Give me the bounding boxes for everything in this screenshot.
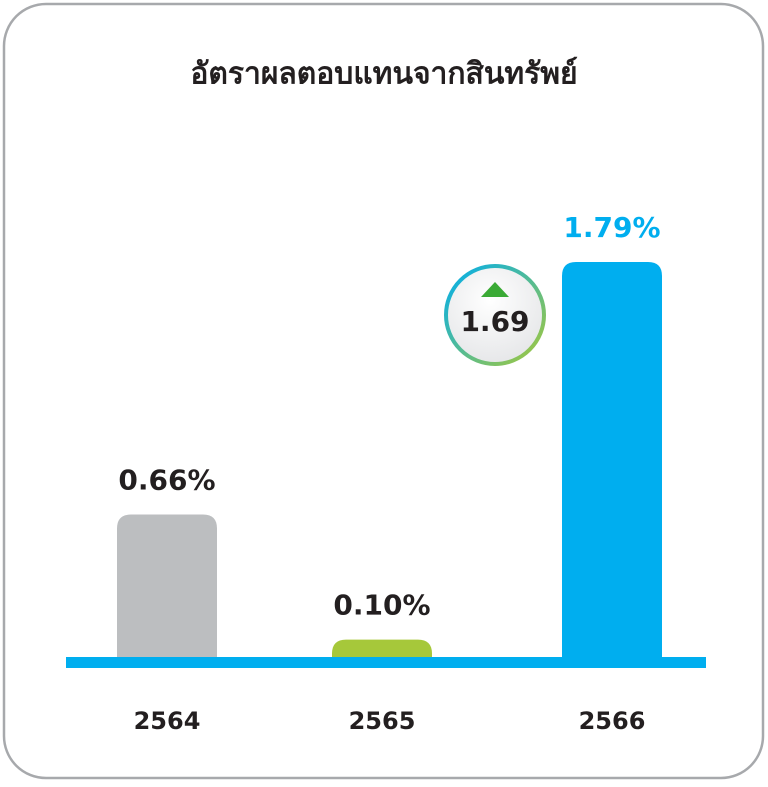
chart-title: อัตราผลตอบแทนจากสินทรัพย์ xyxy=(190,57,577,92)
baseline xyxy=(66,657,706,668)
badge-arrow xyxy=(481,282,509,297)
x-tick-label: 2566 xyxy=(579,707,646,735)
bar xyxy=(332,639,432,662)
x-tick-label: 2564 xyxy=(134,707,201,735)
badge-ring xyxy=(444,264,546,366)
bar xyxy=(562,262,662,662)
value-label: 1.79% xyxy=(563,211,660,244)
bar xyxy=(117,514,217,662)
x-tick-label: 2565 xyxy=(349,707,416,735)
value-label: 0.10% xyxy=(333,589,430,622)
badge-value: 1.69 xyxy=(460,305,529,338)
change-badge: 1.69 xyxy=(444,264,546,366)
value-label: 0.66% xyxy=(118,464,215,497)
